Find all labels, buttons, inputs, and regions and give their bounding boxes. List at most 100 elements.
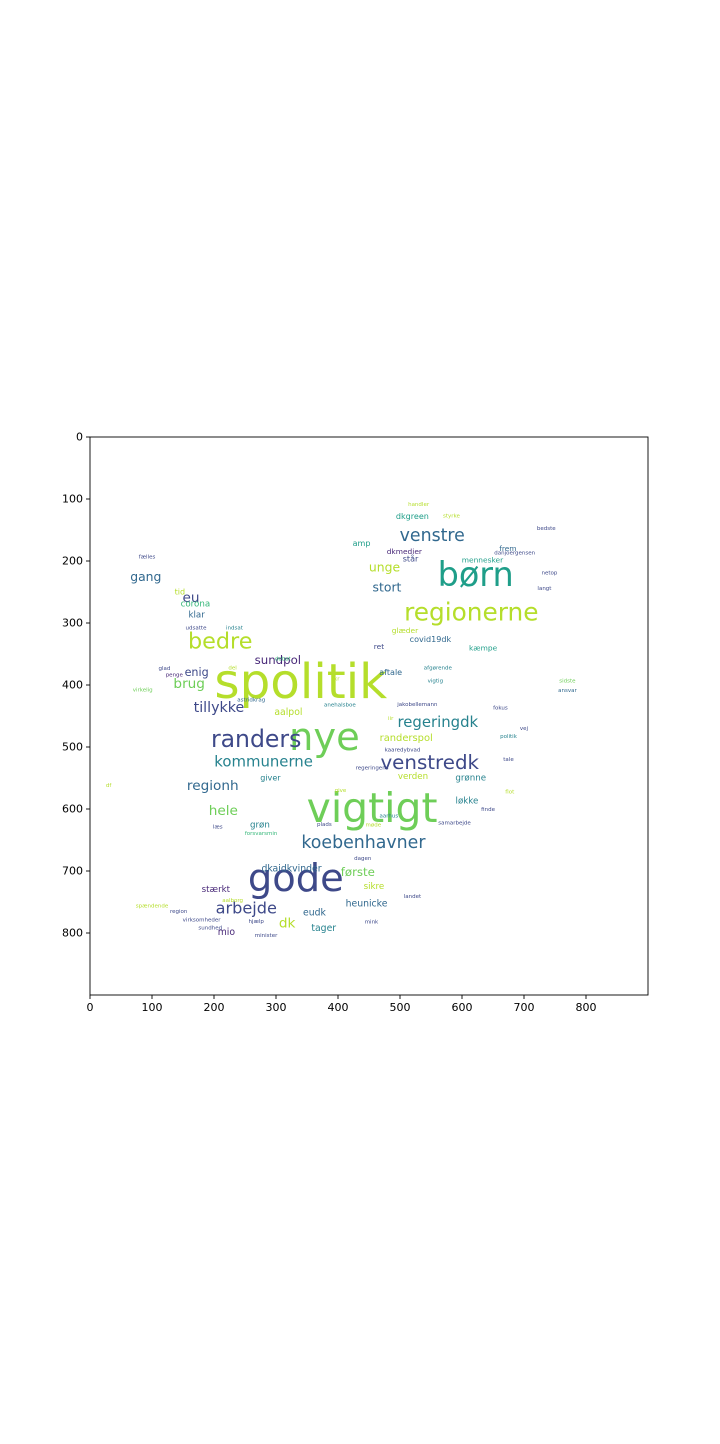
small-word-5: fælles xyxy=(139,554,156,560)
small-word-20: sidste xyxy=(559,678,576,684)
word-45: amp xyxy=(353,539,371,548)
word-44: dkmedier xyxy=(387,547,423,556)
y-tick-label-6: 600 xyxy=(62,803,83,816)
word-15: regionh xyxy=(187,778,239,794)
word-6: bedre xyxy=(188,629,252,655)
word-46: står xyxy=(403,554,419,564)
small-word-13: anehalsboe xyxy=(324,702,356,708)
small-word-1: styrke xyxy=(443,513,461,519)
y-tick-label-2: 200 xyxy=(62,555,83,568)
small-word-7: indsat xyxy=(226,626,244,632)
small-word-44: kaaredybvad xyxy=(385,748,421,754)
word-12: regeringdk xyxy=(397,713,478,731)
word-10: kommunerne xyxy=(214,752,313,770)
small-word-15: fokus xyxy=(493,706,508,712)
small-word-26: samarbejde xyxy=(438,820,471,826)
y-tick-label-1: 100 xyxy=(62,493,83,506)
word-50: kæmpe xyxy=(469,643,498,652)
small-word-27: aarhus xyxy=(379,813,398,819)
small-word-37: region xyxy=(170,909,188,915)
word-13: tillykke xyxy=(194,700,245,716)
small-word-43: regeringens xyxy=(356,766,389,772)
small-word-31: læs xyxy=(213,825,223,831)
word-36: mio xyxy=(218,927,236,938)
small-word-19: afgørende xyxy=(424,665,453,671)
small-word-46: kr xyxy=(334,676,340,682)
word-40: corona xyxy=(181,599,211,609)
y-tick-label-4: 400 xyxy=(62,679,83,692)
word-52: aftale xyxy=(379,668,402,677)
small-word-9: glad xyxy=(158,666,170,672)
word-29: grønne xyxy=(455,774,486,784)
x-tick-label-6: 600 xyxy=(452,1001,473,1014)
small-word-14: jakobellemann xyxy=(396,702,438,708)
x-tick-label-7: 700 xyxy=(514,1001,535,1014)
axes: 0 100 200 300 400 500 600 700 800 0 100 200 300 400 50… xyxy=(62,431,649,1014)
small-word-12: astridkrag xyxy=(237,698,265,704)
small-word-30: forsvarsmin xyxy=(245,831,278,837)
small-word-32: give xyxy=(335,788,347,794)
word-11: venstre xyxy=(400,526,465,546)
x-tick-label-8: 800 xyxy=(576,1001,597,1014)
word-48: frem xyxy=(499,544,516,553)
x-tick-label-0: 0 xyxy=(87,1001,94,1014)
small-word-45: del xyxy=(228,665,237,671)
word-53: ret xyxy=(374,642,384,651)
small-word-23: tale xyxy=(503,757,514,763)
plot-frame xyxy=(89,436,649,996)
x-tick-label-3: 300 xyxy=(266,1001,287,1014)
word-5: regionerne xyxy=(404,597,538,626)
small-word-10: penge xyxy=(166,673,184,679)
word-43: dkgreen xyxy=(396,512,429,521)
small-word-40: hjælp xyxy=(248,919,264,925)
small-word-0: handler xyxy=(408,502,430,508)
small-word-29: plads xyxy=(317,822,332,828)
x-tick-label-1: 100 xyxy=(142,1001,163,1014)
y-tick-label-0: 0 xyxy=(76,431,83,444)
word-42: klar xyxy=(188,611,205,621)
word-8: venstredk xyxy=(380,751,479,774)
word-30: løkke xyxy=(456,797,479,807)
small-word-41: minister xyxy=(255,933,278,939)
word-1: nye xyxy=(289,715,360,760)
small-word-21: ansvar xyxy=(558,688,577,694)
word-28: verden xyxy=(398,772,428,782)
small-word-16: vej xyxy=(520,726,529,732)
small-word-11: virkelig xyxy=(133,688,153,694)
small-word-3: netop xyxy=(541,570,557,576)
word-2: vigtigt xyxy=(307,784,438,832)
small-word-48: df xyxy=(106,783,112,789)
word-14: arbejde xyxy=(216,899,277,918)
word-19: unge xyxy=(369,560,400,575)
small-word-4: langt xyxy=(537,586,552,592)
x-tick-label-4: 400 xyxy=(328,1001,349,1014)
small-word-38: virksomheder xyxy=(183,918,222,924)
word-32: sikre xyxy=(364,882,385,892)
word-3: gode xyxy=(248,856,344,901)
plot-area: spolitik nye vigtigt gode børn regionerne bedr… xyxy=(90,437,648,995)
word-47: mennesker xyxy=(462,555,504,564)
word-41: tid xyxy=(175,588,186,597)
word-17: brug xyxy=(173,676,205,692)
word-35: tager xyxy=(311,923,336,934)
word-16: hele xyxy=(209,803,238,819)
plot-background xyxy=(90,437,648,995)
word-18: stort xyxy=(373,580,402,595)
small-word-18: vigtig xyxy=(428,678,443,684)
small-word-22: danjoergensen xyxy=(494,551,535,557)
y-tick-label-7: 700 xyxy=(62,865,83,878)
small-word-6: udsatte xyxy=(186,626,208,632)
small-word-36: spændende xyxy=(136,903,169,909)
word-26: aalpol xyxy=(274,707,302,718)
word-9: koebenhavner xyxy=(301,833,426,853)
word-0: spolitik xyxy=(214,654,387,710)
small-word-2: bedste xyxy=(537,526,556,532)
word-49: covid19dk xyxy=(410,635,452,644)
y-tick-label-8: 800 xyxy=(62,927,83,940)
small-word-34: landet xyxy=(404,894,422,900)
word-31: dkaidkvinder xyxy=(261,864,321,875)
x-tick-label-2: 200 xyxy=(204,1001,225,1014)
word-22: dk xyxy=(279,916,296,932)
